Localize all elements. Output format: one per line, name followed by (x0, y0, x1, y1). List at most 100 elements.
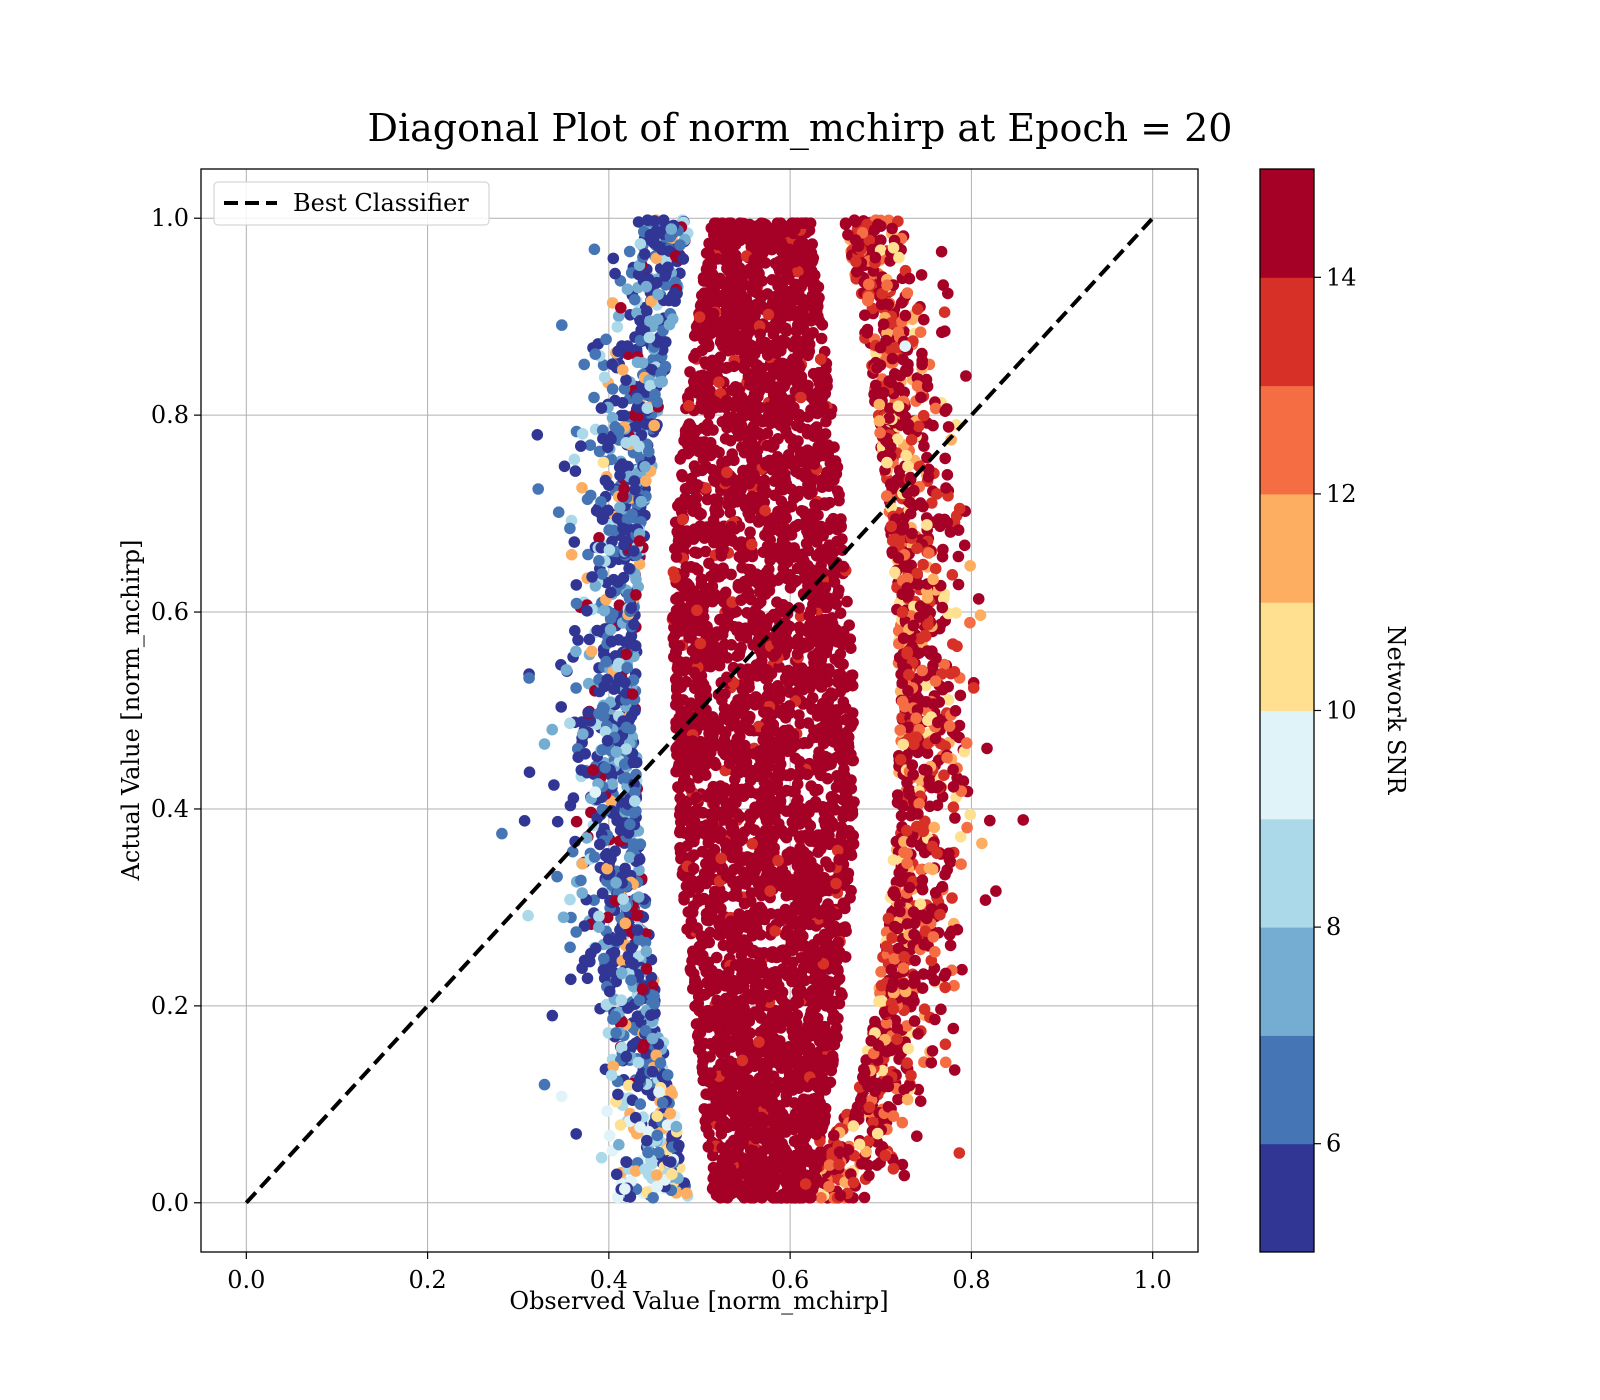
scatter-point (929, 1013, 941, 1026)
scatter-point (871, 362, 883, 374)
scatter-point (634, 238, 647, 250)
scatter-point (624, 956, 637, 968)
scatter-point (597, 432, 609, 445)
scatter-point (949, 812, 961, 824)
scatter-point (925, 1056, 938, 1069)
scatter-point (915, 269, 928, 281)
scatter-point (839, 217, 852, 229)
scatter-point (895, 809, 908, 822)
scatter-point (708, 569, 720, 581)
scatter-point (820, 415, 832, 428)
scatter-point (631, 924, 644, 936)
scatter-point (652, 288, 664, 301)
scatter-point (740, 498, 752, 511)
scatter-point (640, 280, 653, 293)
scatter-point (883, 412, 895, 425)
scatter-point (903, 587, 915, 599)
scatter-point (707, 1149, 719, 1162)
scatter-point (903, 788, 916, 800)
scatter-point (633, 535, 646, 547)
scatter-point (606, 383, 619, 395)
scatter-point (631, 1080, 644, 1093)
scatter-point (919, 815, 931, 828)
scatter-point (882, 1080, 895, 1093)
scatter-point (628, 618, 640, 631)
scatter-point (863, 1169, 875, 1182)
scatter-point (902, 358, 914, 371)
scatter-point (929, 675, 942, 687)
scatter-point (639, 461, 651, 473)
scatter-point (617, 893, 629, 905)
scatter-point (651, 1110, 664, 1122)
scatter-point (576, 716, 588, 728)
scatter-points (496, 214, 1029, 1204)
scatter-point (862, 1080, 874, 1093)
scatter-point (916, 982, 929, 994)
scatter-point (589, 580, 602, 592)
scatter-point (945, 667, 957, 680)
scatter-point (640, 475, 652, 487)
scatter-point (623, 562, 635, 575)
scatter-point (908, 484, 920, 497)
scatter-point (925, 903, 938, 915)
scatter-point (918, 440, 930, 452)
scatter-point (974, 609, 987, 621)
scatter-point (939, 452, 951, 465)
scatter-point (634, 838, 647, 850)
scatter-point (823, 1159, 836, 1171)
scatter-point (610, 1027, 622, 1039)
scatter-point (895, 875, 907, 888)
scatter-point (956, 963, 968, 976)
scatter-point (868, 388, 880, 401)
scatter-point (642, 1146, 654, 1159)
scatter-point (596, 513, 609, 525)
scatter-point (663, 318, 676, 331)
scatter-point (800, 1130, 812, 1142)
scatter-point (660, 267, 672, 279)
scatter-point (644, 379, 656, 392)
scatter-point (606, 412, 619, 424)
scatter-point (736, 561, 748, 574)
scatter-point (847, 1120, 860, 1132)
scatter-point (595, 1151, 608, 1164)
scatter-point (700, 1088, 712, 1100)
scatter-point (634, 1098, 647, 1110)
scatter-point (895, 297, 908, 309)
scatter-point (884, 478, 897, 490)
scatter-point (665, 223, 678, 235)
scatter-point (680, 1187, 693, 1200)
scatter-point (951, 923, 964, 936)
scatter-point (691, 1030, 704, 1042)
scatter-point (564, 941, 576, 954)
scatter-point (580, 832, 593, 844)
scatter-point (892, 942, 905, 955)
scatter-point (952, 550, 965, 563)
scatter-point (905, 1069, 917, 1082)
scatter-point (625, 942, 638, 954)
scatter-point (610, 746, 623, 758)
scatter-point (944, 526, 957, 538)
scatter-point (938, 593, 950, 605)
scatter-point (845, 849, 858, 861)
scatter-point (582, 548, 594, 561)
scatter-point (949, 728, 962, 740)
scatter-point (917, 825, 930, 838)
scatter-point (893, 382, 905, 394)
scatter-point (665, 1156, 677, 1168)
scatter-point (911, 303, 924, 315)
scatter-point (696, 1061, 708, 1074)
scatter-point (620, 721, 633, 734)
scatter-point (861, 327, 873, 339)
scatter-point (833, 1158, 845, 1171)
scatter-point (845, 642, 857, 654)
scatter-point (576, 887, 588, 899)
scatter-point (942, 694, 955, 706)
scatter-point (633, 994, 646, 1006)
scatter-point (867, 1116, 879, 1129)
scatter-point (626, 1039, 639, 1052)
scatter-point (976, 837, 988, 850)
scatter-point (944, 939, 957, 952)
scatter-point (863, 1101, 876, 1114)
scatter-point (608, 946, 621, 959)
scatter-point (664, 1107, 677, 1120)
